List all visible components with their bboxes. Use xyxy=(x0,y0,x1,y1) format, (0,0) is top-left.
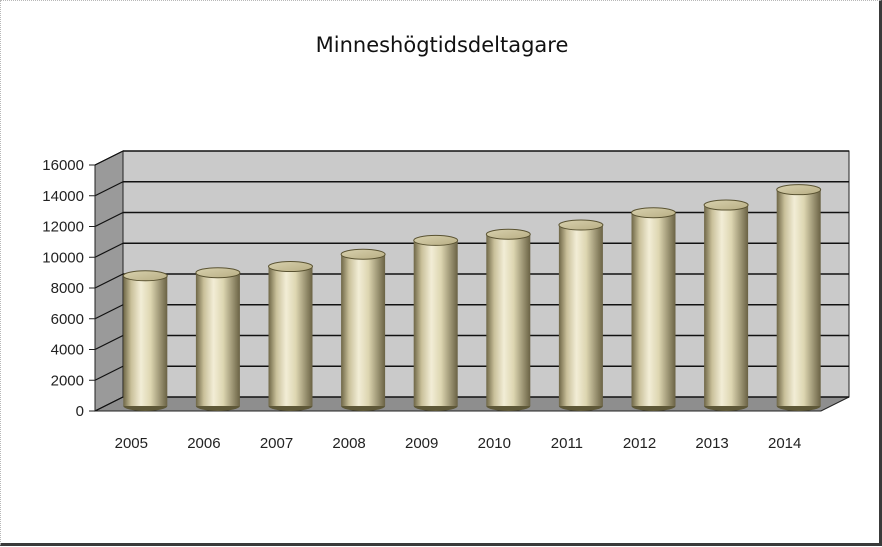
y-tick-label: 4000 xyxy=(51,342,84,359)
y-tick-label: 2000 xyxy=(51,372,84,389)
gridline-side xyxy=(94,396,124,412)
gridline-side xyxy=(94,211,124,228)
x-tick-label: 2010 xyxy=(478,435,511,452)
x-tick-label: 2007 xyxy=(260,435,293,452)
x-tick-label: 2012 xyxy=(623,435,656,452)
x-tick-label: 2006 xyxy=(187,435,220,452)
bar xyxy=(631,207,676,411)
bar xyxy=(268,261,313,411)
bar xyxy=(122,270,168,411)
bar xyxy=(340,248,386,411)
bar-top xyxy=(703,199,749,211)
gridline-side xyxy=(94,273,124,289)
bar-body xyxy=(123,275,168,406)
bar-body xyxy=(413,240,458,406)
x-tick-label: 2014 xyxy=(768,435,801,452)
y-tick-label: 8000 xyxy=(51,280,84,297)
bar-body xyxy=(704,205,749,406)
y-tick-label: 12000 xyxy=(42,219,84,236)
gridline-side xyxy=(94,365,124,381)
bar-body xyxy=(195,272,240,406)
bar-body xyxy=(486,234,531,406)
gridline-side xyxy=(94,304,124,320)
chart-title: Minneshögtidsdeltagare xyxy=(315,33,569,57)
bar-top xyxy=(413,234,459,246)
bar-top xyxy=(776,184,822,196)
x-tick-label: 2011 xyxy=(551,435,583,452)
bar-body xyxy=(341,254,386,406)
gridline-side xyxy=(94,334,124,351)
y-tick-label: 10000 xyxy=(42,249,84,266)
bar-body xyxy=(558,225,603,406)
x-tick-label: 2013 xyxy=(695,435,728,452)
bar-top xyxy=(631,207,676,219)
x-tick-label: 2005 xyxy=(115,435,148,452)
bar xyxy=(776,184,822,411)
bar-body xyxy=(268,266,313,406)
y-tick-label: 0 xyxy=(76,403,84,420)
bar xyxy=(413,234,459,411)
bar-top xyxy=(485,228,531,240)
bar-top xyxy=(122,270,168,282)
bar-body xyxy=(631,212,676,406)
bar xyxy=(195,267,241,411)
bar-top xyxy=(268,261,313,273)
bar-top xyxy=(195,267,241,279)
y-tick-label: 6000 xyxy=(51,311,84,328)
gridline-side xyxy=(94,181,124,197)
bar-top xyxy=(340,248,386,260)
bar-top xyxy=(558,219,604,231)
y-tick-label: 14000 xyxy=(42,188,84,205)
gridline-side xyxy=(94,150,124,166)
bar xyxy=(485,228,531,411)
x-tick-label: 2009 xyxy=(405,435,438,452)
gridline-side xyxy=(94,242,124,258)
bar xyxy=(558,219,604,411)
y-tick-label: 16000 xyxy=(42,157,84,174)
bar-body xyxy=(776,189,821,406)
bar xyxy=(703,199,749,411)
x-tick-label: 2008 xyxy=(332,435,365,452)
